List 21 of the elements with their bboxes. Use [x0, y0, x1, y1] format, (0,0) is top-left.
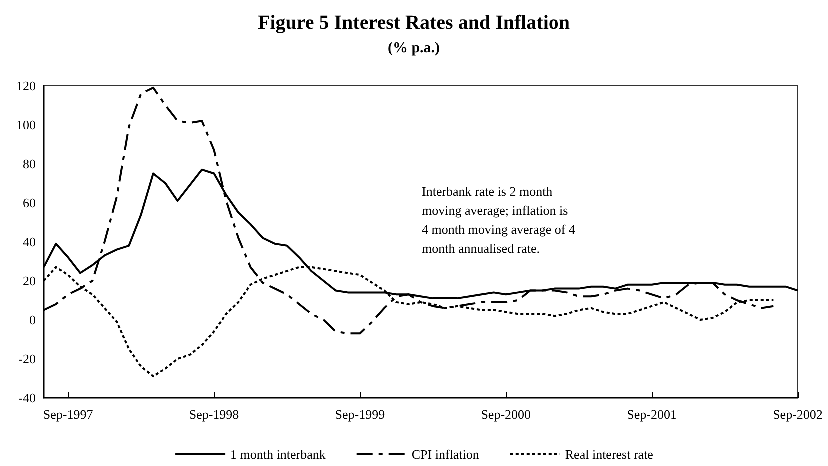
- x-tick-label: Sep-2001: [627, 407, 677, 422]
- x-tick-label: Sep-1999: [335, 407, 386, 422]
- legend-label: Real interest rate: [565, 447, 654, 462]
- y-tick-label: 0: [30, 312, 36, 328]
- y-tick-label: 40: [23, 234, 36, 250]
- x-tick-label: Sep-2000: [481, 407, 532, 422]
- legend-label: CPI inflation: [412, 447, 480, 462]
- chart-title: Figure 5 Interest Rates and Inflation: [258, 12, 570, 34]
- y-tick-label: 100: [16, 118, 36, 132]
- chart-subtitle: (% p.a.): [388, 40, 440, 56]
- x-tick-label: Sep-1998: [189, 407, 240, 422]
- x-tick-label: Sep-2002: [773, 407, 823, 422]
- y-tick-label: 20: [23, 274, 36, 288]
- x-tick-label: Sep-1997: [43, 407, 94, 422]
- y-tick-label: -20: [18, 352, 36, 366]
- y-tick-label: 80: [23, 156, 36, 172]
- y-tick-label: -40: [18, 390, 36, 406]
- y-tick-label: 60: [23, 196, 36, 210]
- legend-label: 1 month interbank: [230, 447, 326, 462]
- annotation: Interbank rate is 2 month moving average; inflation is 4 month moving average of 4 month annualised rate.: [422, 184, 576, 256]
- y-tick-label: 120: [16, 78, 36, 94]
